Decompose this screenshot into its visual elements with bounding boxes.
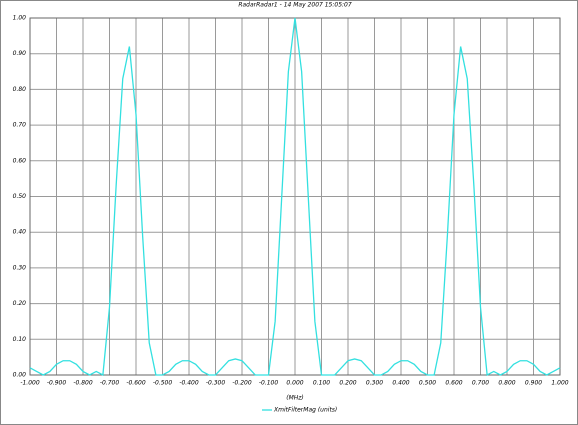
x-tick-label: -0.500: [153, 380, 173, 387]
x-tick-label: -0.300: [206, 380, 226, 387]
y-tick-label: 0.90: [13, 50, 27, 57]
y-tick-label: 0.10: [13, 336, 27, 343]
x-tick-label: 1.000: [551, 380, 568, 387]
x-tick-label: 0.100: [313, 380, 330, 387]
x-tick-label: -0.200: [232, 380, 252, 387]
legend-label: XmitFilterMag (units): [273, 407, 337, 414]
x-tick-label: 0.600: [445, 380, 462, 387]
x-tick-label: -0.900: [47, 380, 67, 387]
x-axis-label: (MHz): [286, 395, 304, 402]
x-tick-label: -0.600: [126, 380, 146, 387]
x-tick-label: 0.000: [286, 380, 303, 387]
x-tick-label: -0.100: [259, 380, 279, 387]
x-tick-label: 0.300: [366, 380, 383, 387]
y-tick-label: 0.40: [13, 229, 27, 236]
y-tick-label: 1.00: [13, 15, 27, 22]
y-tick-label: 0.70: [13, 122, 27, 129]
x-tick-label: -0.400: [179, 380, 199, 387]
series-line: [29, 17, 561, 377]
x-tick-label: 0.500: [419, 380, 436, 387]
x-tick-label: 0.900: [525, 380, 542, 387]
x-tick-label: 0.400: [392, 380, 409, 387]
x-tick-label: -0.700: [100, 380, 120, 387]
chart-title: RadarRadar1 - 14 May 2007 15:05:07: [238, 2, 352, 9]
y-tick-label: 0.30: [13, 264, 27, 271]
x-tick-label: -1.000: [20, 380, 40, 387]
x-tick-label: 0.200: [339, 380, 356, 387]
x-tick-label: 0.800: [498, 380, 515, 387]
x-tick-label: -0.800: [73, 380, 93, 387]
y-tick-label: 0.00: [13, 372, 27, 379]
y-tick-label: 0.80: [13, 86, 27, 93]
y-tick-label: 0.50: [13, 193, 27, 200]
y-tick-label: 0.60: [13, 157, 27, 164]
x-tick-label: 0.700: [472, 380, 489, 387]
y-tick-label: 0.20: [13, 300, 27, 307]
